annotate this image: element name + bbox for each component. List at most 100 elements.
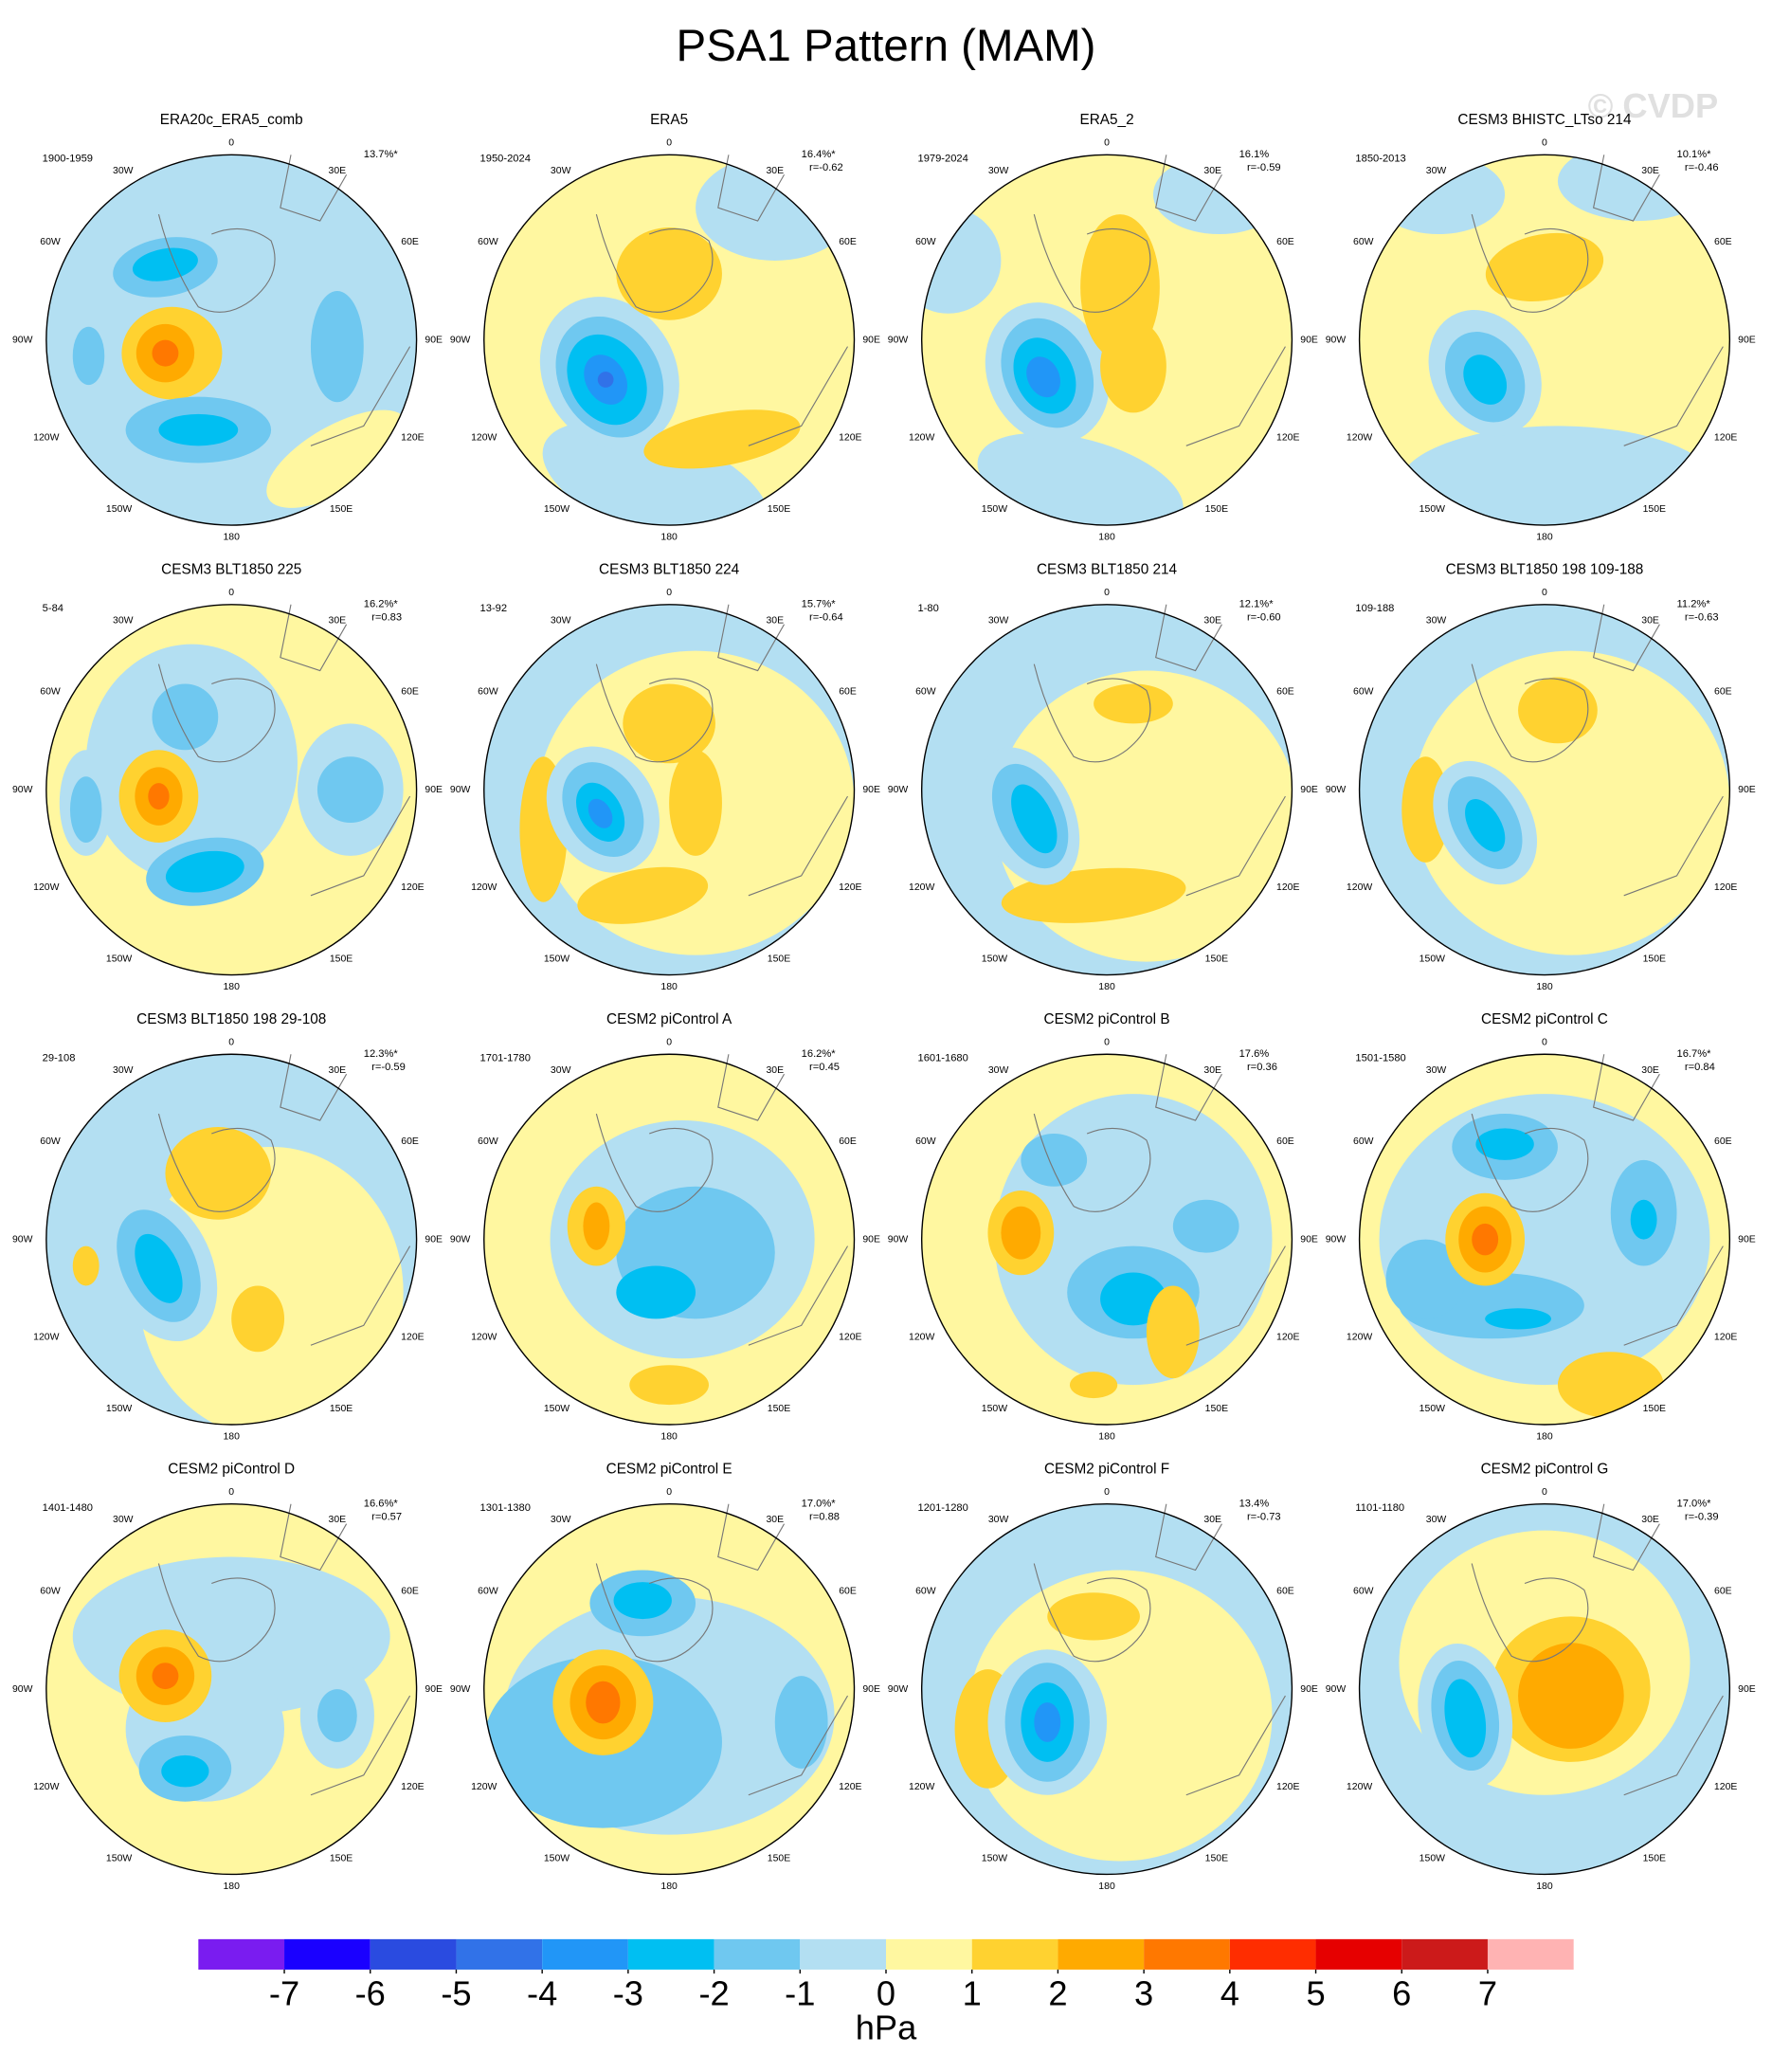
panel-title: CESM2 piControl E <box>606 1462 732 1478</box>
longitude-label: 90W <box>1326 785 1347 795</box>
panel-title: CESM2 piControl D <box>168 1462 295 1478</box>
longitude-label: 60E <box>1714 687 1732 698</box>
longitude-label: 30E <box>329 166 347 176</box>
map-panel: ERA20c_ERA5_comb 1900-1959 13.7%* 0 30E 60E 90… <box>12 112 443 542</box>
map-panel: CESM3 BLT1850 225 5-84 16.2%* r=0.83 0 30E 60E… <box>12 562 443 992</box>
contour-region <box>310 291 364 403</box>
longitude-label: 30W <box>988 1515 1009 1525</box>
colorbar-box <box>800 1938 886 1970</box>
colorbar-tick-label: -3 <box>613 1973 643 2012</box>
contour-region <box>1146 1285 1200 1379</box>
coastline <box>595 1054 849 1346</box>
longitude-label: 60E <box>839 1587 857 1597</box>
longitude-label: 180 <box>1536 532 1553 542</box>
coastline <box>157 154 411 446</box>
longitude-label: 90E <box>1300 335 1318 345</box>
longitude-label: 30E <box>766 166 784 176</box>
longitude-label: 90W <box>888 335 909 345</box>
anomaly-field <box>1359 1503 1730 1875</box>
panel-title: CESM3 BLT1850 198 109-188 <box>1446 562 1644 578</box>
colorbar: -7 -6 -5 -4 -3 -2 -1 0 1 2 3 4 5 6 7 hPa <box>198 1938 1574 2047</box>
longitude-label: 0 <box>228 588 234 598</box>
longitude-label: 150W <box>982 504 1007 515</box>
variance-label: 16.2%* <box>364 599 399 610</box>
longitude-label: 150W <box>982 954 1007 965</box>
contour-region <box>616 227 722 320</box>
coastline <box>1471 1503 1724 1796</box>
longitude-label: 60W <box>40 1587 61 1597</box>
period-label: 1401-1480 <box>43 1502 93 1514</box>
colorbar-box <box>1401 1938 1488 1970</box>
panel-title: CESM3 BLT1850 198 29-108 <box>136 1011 326 1027</box>
longitude-label: 30E <box>329 1065 347 1076</box>
variance-label: 16.1% <box>1239 149 1270 160</box>
contour-region <box>1100 319 1166 413</box>
period-label: 29-108 <box>43 1052 76 1063</box>
contour-region <box>613 1582 672 1620</box>
map-border <box>483 604 856 976</box>
variance-label: 16.6%* <box>364 1499 399 1510</box>
longitude-label: 30W <box>1426 166 1447 176</box>
longitude-label: 30W <box>551 1065 571 1076</box>
colorbar-box <box>886 1938 972 1970</box>
longitude-label: 60W <box>40 237 61 247</box>
longitude-label: 120E <box>839 433 861 444</box>
correlation-label: r=0.84 <box>1685 1062 1715 1073</box>
longitude-label: 150W <box>106 954 132 965</box>
longitude-label: 30E <box>329 1515 347 1525</box>
longitude-label: 60E <box>839 1136 857 1147</box>
variance-label: 16.7%* <box>1677 1048 1712 1060</box>
longitude-label: 150W <box>544 1854 570 1864</box>
period-label: 1900-1959 <box>43 153 93 164</box>
contour-region <box>586 1681 621 1724</box>
contour-region <box>623 683 715 764</box>
coastline <box>595 1503 849 1796</box>
contour-region <box>597 372 614 388</box>
longitude-label: 90E <box>1738 1234 1756 1245</box>
variance-label: 12.1%* <box>1239 599 1275 610</box>
longitude-label: 30W <box>113 1065 134 1076</box>
contour-region <box>266 409 408 508</box>
longitude-label: 90E <box>862 785 880 795</box>
colorbar-box <box>198 1938 285 1970</box>
figure-title: PSA1 Pattern (MAM) <box>677 21 1096 71</box>
contour-region <box>1069 1372 1118 1399</box>
longitude-label: 150E <box>330 954 353 965</box>
contour-region <box>542 421 769 526</box>
contour-region <box>643 409 801 469</box>
panel-title: CESM2 piControl G <box>1481 1462 1609 1478</box>
variance-label: 17.6% <box>1239 1048 1270 1060</box>
correlation-label: r=-0.46 <box>1685 162 1719 173</box>
contour-region <box>1463 354 1508 405</box>
contour-region <box>69 776 102 843</box>
anomaly-field <box>483 1503 855 1875</box>
longitude-label: 0 <box>666 1037 672 1047</box>
longitude-label: 60E <box>1714 237 1732 247</box>
contour-region <box>148 783 170 810</box>
longitude-label: 60W <box>1353 237 1374 247</box>
anomaly-field <box>483 1054 855 1426</box>
longitude-label: 120E <box>1714 882 1737 893</box>
longitude-label: 150W <box>1419 504 1445 515</box>
longitude-label: 0 <box>228 1487 234 1498</box>
map-border <box>483 1053 856 1426</box>
longitude-label: 60W <box>478 237 498 247</box>
longitude-label: 60W <box>478 1587 498 1597</box>
longitude-label: 150E <box>768 1404 790 1414</box>
longitude-label: 180 <box>660 1881 678 1892</box>
map-border <box>45 1053 418 1426</box>
longitude-label: 120W <box>1347 882 1372 893</box>
colorbar-tick-label: -1 <box>785 1973 815 2012</box>
longitude-label: 30W <box>988 1065 1009 1076</box>
longitude-label: 120E <box>1714 1782 1737 1792</box>
longitude-label: 60W <box>40 687 61 698</box>
contour-region <box>158 413 239 446</box>
longitude-label: 60W <box>915 1136 936 1147</box>
variance-label: 13.7%* <box>364 149 399 160</box>
longitude-label: 120W <box>1347 1782 1372 1792</box>
longitude-label: 120E <box>1276 1333 1299 1343</box>
anomaly-field <box>1359 604 1730 975</box>
contour-region <box>774 1676 828 1769</box>
map-panel: CESM2 piControl A 1701-1780 16.2%* r=0.45 0 3… <box>450 1011 880 1442</box>
